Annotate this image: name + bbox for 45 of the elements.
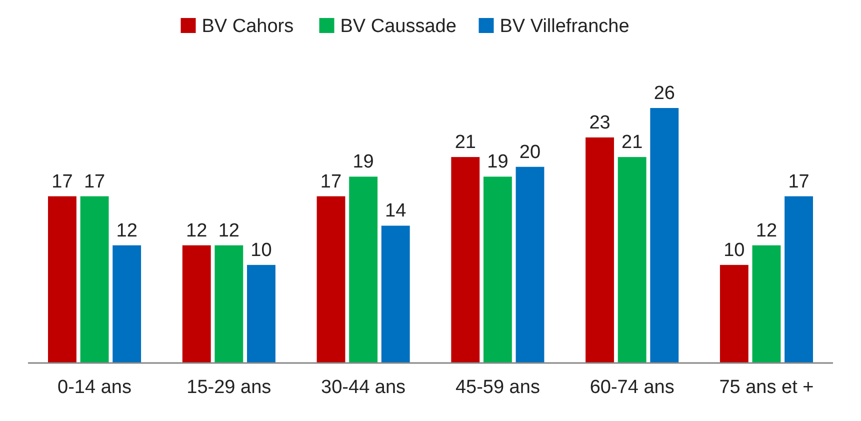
data-label: 23 [589, 112, 610, 134]
bar [381, 226, 410, 363]
x-tick-label: 30-44 ans [321, 377, 406, 398]
bar [182, 245, 211, 363]
bar [784, 196, 813, 363]
bar [112, 245, 142, 363]
bar [586, 137, 614, 363]
bar [618, 157, 646, 363]
x-tick-label: 15-29 ans [186, 377, 272, 398]
legend-label: BV Villefranche [500, 16, 630, 37]
data-label: 12 [756, 220, 778, 242]
data-label: 19 [487, 152, 508, 173]
data-label: 21 [454, 132, 476, 154]
bar [650, 108, 679, 363]
legend-label: BV Caussade [340, 16, 456, 37]
data-label: 19 [352, 152, 374, 173]
data-label: 12 [116, 220, 138, 242]
bar [316, 196, 346, 363]
bar [349, 176, 378, 363]
bar [720, 264, 748, 363]
data-label: 17 [52, 171, 73, 192]
x-tick-label: 0-14 ans [58, 377, 132, 398]
legend-label: BV Cahors [202, 16, 294, 37]
bar [48, 196, 76, 363]
data-label: 17 [788, 171, 810, 192]
data-label: 10 [250, 240, 272, 261]
bar [80, 196, 109, 363]
data-label: 14 [385, 200, 407, 222]
data-label: 20 [519, 142, 541, 163]
data-label: 10 [724, 240, 745, 261]
x-tick-label: 45-59 ans [455, 377, 540, 398]
bar [483, 176, 512, 363]
data-label: 12 [218, 220, 240, 242]
x-tick-label: 75 ans et + [719, 377, 814, 398]
bar [516, 166, 544, 363]
bar [451, 157, 480, 363]
data-label: 21 [622, 132, 643, 154]
bar [214, 245, 244, 363]
data-label: 12 [186, 220, 208, 242]
data-label: 17 [320, 171, 342, 192]
data-label: 26 [654, 83, 675, 104]
bar [247, 264, 276, 363]
data-label: 17 [84, 171, 106, 192]
bar [752, 245, 781, 363]
x-tick-label: 60-74 ans [590, 377, 674, 398]
